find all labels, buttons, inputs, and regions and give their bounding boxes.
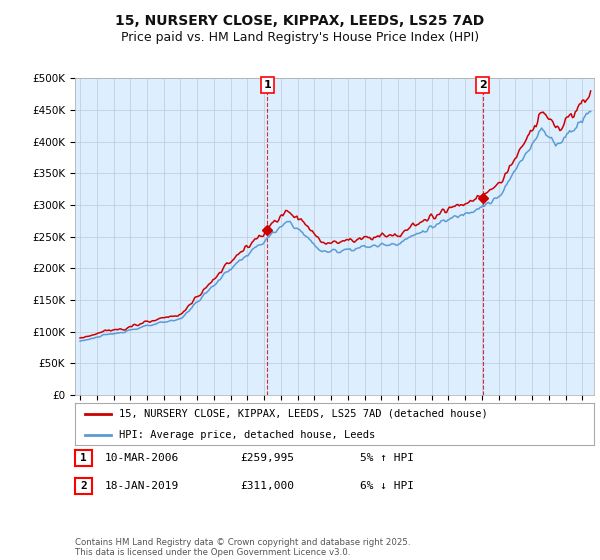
Text: 5% ↑ HPI: 5% ↑ HPI [360,453,414,463]
Text: HPI: Average price, detached house, Leeds: HPI: Average price, detached house, Leed… [119,430,376,440]
Text: 2: 2 [479,80,487,90]
Text: 6% ↓ HPI: 6% ↓ HPI [360,481,414,491]
Text: 1: 1 [263,80,271,90]
Text: £311,000: £311,000 [240,481,294,491]
Text: 15, NURSERY CLOSE, KIPPAX, LEEDS, LS25 7AD (detached house): 15, NURSERY CLOSE, KIPPAX, LEEDS, LS25 7… [119,409,488,419]
Text: 2: 2 [80,481,87,491]
Text: Contains HM Land Registry data © Crown copyright and database right 2025.
This d: Contains HM Land Registry data © Crown c… [75,538,410,557]
Text: 18-JAN-2019: 18-JAN-2019 [105,481,179,491]
Text: 15, NURSERY CLOSE, KIPPAX, LEEDS, LS25 7AD: 15, NURSERY CLOSE, KIPPAX, LEEDS, LS25 7… [115,14,485,28]
Text: Price paid vs. HM Land Registry's House Price Index (HPI): Price paid vs. HM Land Registry's House … [121,31,479,44]
Text: £259,995: £259,995 [240,453,294,463]
Text: 1: 1 [80,453,87,463]
Text: 10-MAR-2006: 10-MAR-2006 [105,453,179,463]
